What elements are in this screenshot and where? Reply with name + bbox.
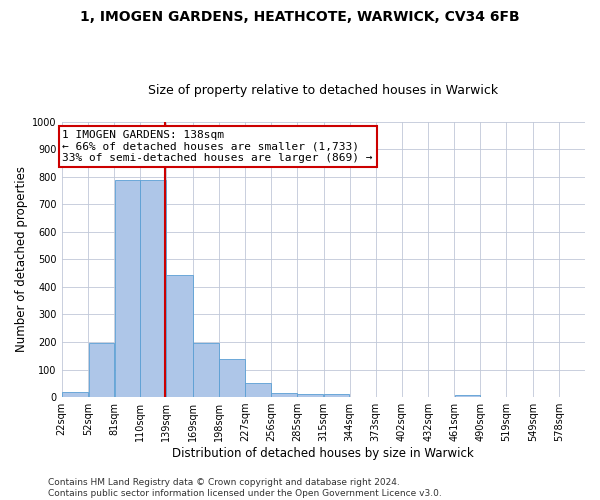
Bar <box>166 274 193 397</box>
Bar <box>140 180 166 397</box>
Bar <box>455 395 480 397</box>
Bar <box>271 393 296 397</box>
Bar <box>324 394 349 397</box>
Bar <box>193 343 219 397</box>
Y-axis label: Number of detached properties: Number of detached properties <box>15 166 28 352</box>
Bar <box>115 180 140 397</box>
Bar <box>245 384 271 397</box>
Bar <box>297 394 323 397</box>
Text: 1 IMOGEN GARDENS: 138sqm
← 66% of detached houses are smaller (1,733)
33% of sem: 1 IMOGEN GARDENS: 138sqm ← 66% of detach… <box>62 130 373 163</box>
Bar <box>219 358 245 397</box>
Text: 1, IMOGEN GARDENS, HEATHCOTE, WARWICK, CV34 6FB: 1, IMOGEN GARDENS, HEATHCOTE, WARWICK, C… <box>80 10 520 24</box>
X-axis label: Distribution of detached houses by size in Warwick: Distribution of detached houses by size … <box>172 447 474 460</box>
Bar <box>62 392 88 397</box>
Bar <box>89 343 114 397</box>
Title: Size of property relative to detached houses in Warwick: Size of property relative to detached ho… <box>148 84 499 97</box>
Text: Contains HM Land Registry data © Crown copyright and database right 2024.
Contai: Contains HM Land Registry data © Crown c… <box>48 478 442 498</box>
